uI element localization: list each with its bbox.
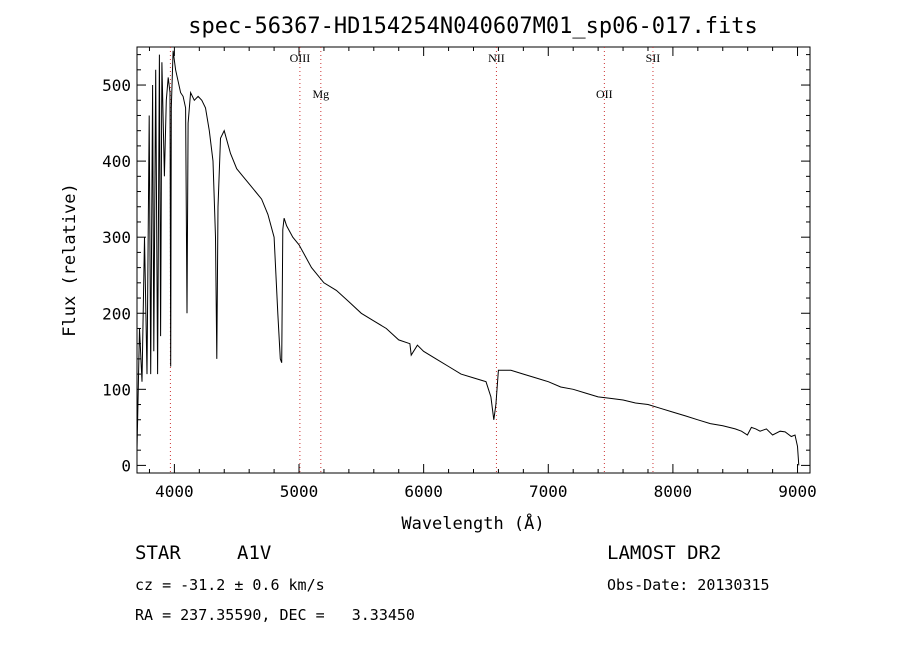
x-tick-label: 5000 [280, 482, 319, 501]
x-tick-label: 6000 [404, 482, 443, 501]
line-marker-label: OII [596, 87, 613, 101]
x-tick-label: 8000 [654, 482, 693, 501]
coordinates: RA = 237.35590, DEC = 3.33450 [135, 606, 415, 624]
y-tick-label: 500 [102, 76, 131, 95]
x-axis-label: Wavelength (Å) [401, 512, 544, 534]
object-subclass: A1V [237, 542, 271, 564]
survey-name: LAMOST DR2 [607, 542, 721, 564]
object-type: STAR [135, 542, 181, 564]
y-tick-label: 400 [102, 152, 131, 171]
plot-frame [136, 46, 811, 474]
line-marker-label: Mg [312, 87, 329, 101]
x-tick-label: 4000 [155, 482, 194, 501]
line-markers: OIII Mg NII OII SII [169, 47, 661, 473]
line-marker-label: NII [488, 51, 505, 65]
y-tick-label: 200 [102, 304, 131, 323]
y-axis-label: Flux (relative) [60, 183, 80, 337]
chart-title: spec-56367-HD154254N040607M01_sp06-017.f… [188, 14, 758, 39]
y-axis: 0 100 200 300 400 500 [102, 54, 810, 475]
y-tick-label: 100 [102, 380, 131, 399]
redshift-line: cz = -31.2 ± 0.6 km/s [135, 576, 325, 594]
line-marker-label: SII [646, 51, 661, 65]
y-tick-label: 0 [121, 456, 131, 475]
spectrum-line [136, 50, 800, 466]
obs-date: Obs-Date: 20130315 [607, 576, 770, 594]
y-tick-label: 300 [102, 228, 131, 247]
x-axis: 4000 5000 6000 7000 8000 9000 [148, 47, 817, 501]
line-marker-label: OIII [290, 51, 311, 65]
x-tick-label: 9000 [778, 482, 817, 501]
x-tick-label: 7000 [529, 482, 568, 501]
